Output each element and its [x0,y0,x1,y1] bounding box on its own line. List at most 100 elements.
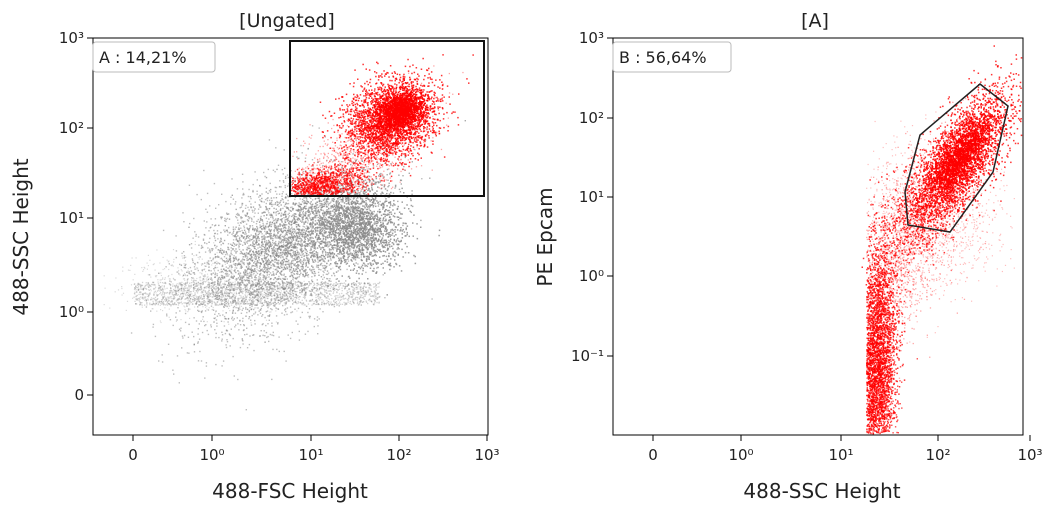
event-dot [224,305,225,306]
event-dot [323,285,324,286]
event-dot [267,305,268,306]
event-dot [253,334,254,335]
event-dot [161,294,162,295]
event-dot [224,307,225,308]
event-dot [347,299,348,300]
event-dot [233,307,234,308]
event-dot [292,272,293,273]
event-dot [299,257,300,258]
event-dot [268,169,269,170]
event-dot [174,294,175,295]
event-dot [376,302,377,303]
event-dot [218,287,219,288]
event-dot [219,304,220,305]
event-dot [137,295,138,296]
event-dot [260,294,261,295]
event-dot [352,283,353,284]
event-dot [223,360,224,361]
event-dot [209,250,210,251]
event-dot [421,178,422,179]
event-dot [253,237,254,238]
event-dot [219,315,220,316]
event-dot [246,258,247,259]
event-dot [215,218,216,219]
event-dot [272,218,273,219]
event-dot [319,218,320,219]
event-dot [173,298,174,299]
event-dot [242,310,243,311]
event-dot [266,188,267,189]
event-dot [234,375,235,376]
event-dot [201,199,202,200]
event-dot [320,284,321,285]
event-dot [257,314,258,315]
event-dot [371,301,372,302]
event-dot [292,271,293,272]
event-dot [290,289,291,290]
event-dot [242,249,243,250]
event-dot [347,302,348,303]
event-dot [292,285,293,286]
event-dot [233,239,234,240]
event-dot [284,295,285,296]
event-dot [281,196,282,197]
event-dot [330,288,331,289]
event-dot [156,302,157,303]
event-dot [259,206,260,207]
event-dot [226,339,227,340]
event-dot [284,266,285,267]
event-dot [241,204,242,205]
event-dot [206,294,207,295]
event-dot [237,213,238,214]
event-dot [297,247,298,248]
event-dot [378,286,379,287]
event-dot [340,217,341,218]
event-dot [203,170,204,171]
event-dot [276,268,277,269]
event-dot [152,301,153,302]
event-dot [185,322,186,323]
event-dot [322,251,323,252]
event-dot [341,283,342,284]
event-dot [288,209,289,210]
event-dot [214,301,215,302]
event-dot [367,227,368,228]
event-dot [356,284,357,285]
event-dot [246,236,247,237]
event-dot [207,212,208,213]
event-dot [344,302,345,303]
event-dot [314,326,315,327]
event-dot [204,220,205,221]
event-dot [281,221,282,222]
event-dot [324,265,325,266]
event-dot [312,125,313,126]
event-dot [354,251,355,252]
event-dot [183,221,184,222]
event-dot [288,177,289,178]
event-dot [286,232,287,233]
event-dot [183,288,184,289]
event-dot [281,213,282,214]
event-dot [299,232,300,233]
event-dot [320,203,321,204]
event-dot [316,294,317,295]
event-dot [191,282,192,283]
event-dot [204,234,205,235]
event-dot [300,317,301,318]
event-dot [263,251,264,252]
event-dot [313,208,314,209]
event-dot [376,194,377,195]
event-dot [252,315,253,316]
event-dot [307,246,308,247]
event-dot [290,207,291,208]
event-dot [321,203,322,204]
event-dot [179,310,180,311]
event-dot [283,217,284,218]
event-dot [178,273,179,274]
event-dot [245,307,246,308]
event-dot [317,320,318,321]
event-dot [161,304,162,305]
event-dot [284,238,285,239]
event-dot [317,241,318,242]
event-dot [268,296,269,297]
